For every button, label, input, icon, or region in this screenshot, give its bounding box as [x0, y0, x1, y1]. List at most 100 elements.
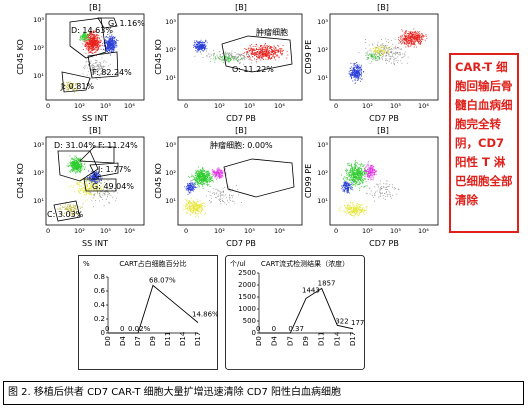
y-tick-label: 0.8	[94, 273, 105, 281]
gate-c	[53, 200, 81, 222]
chart-title: CART流式检测结果（浓度）	[261, 259, 349, 268]
gate-f-label: F: 82.24%	[92, 68, 132, 77]
y-tick-label: 0.6	[94, 287, 106, 295]
flow-panel-1: [B] D: 14.63% G: 1.16% F: 82.24% J: 0.81…	[14, 2, 154, 126]
gate-j-label: J: 0.81%	[60, 82, 94, 91]
tumor-gate	[223, 158, 295, 198]
x-axis-label: CD7 PB	[226, 114, 256, 123]
figure-caption: 图 2. 移植后供者 CD7 CAR-T 细胞大量扩增迅速清除 CD7 阳性白血…	[3, 381, 524, 405]
svg-text:10²: 10²	[317, 46, 328, 54]
plot-frame	[45, 13, 145, 101]
panel-title: [B]	[89, 126, 101, 135]
x-tick-label: D14	[179, 331, 187, 346]
svg-text:10³: 10³	[33, 141, 44, 149]
y-tick-label: 0.4	[94, 301, 106, 309]
y-tick-label: 1000	[238, 305, 256, 313]
gate-j	[89, 162, 119, 178]
y-axis-label: CD45 KO	[16, 39, 25, 75]
flow-panel-5: [B] 肿瘤细胞: 0.00% 10³ 10² 10¹ 0 10² 10³ 10⁴ CD7…	[152, 125, 303, 251]
gate-g-label: G: 49.04%	[92, 182, 134, 191]
data-label: 1857	[318, 279, 336, 287]
x-axis-label: CD7 PB	[369, 114, 399, 123]
gate-d-label: D: 14.63%	[71, 26, 113, 35]
data-label: 0	[256, 325, 260, 333]
gate-f	[79, 146, 115, 164]
x-tick-label: D4	[119, 336, 127, 346]
plot-frame	[329, 13, 439, 101]
svg-text:10¹: 10¹	[317, 74, 328, 82]
plot-frame	[177, 13, 303, 101]
cart-count-chart: 个/ul CART流式检测结果（浓度） 0 500 1000 1500 2000 2500…	[225, 255, 365, 374]
gate-o-label: O: 11.22%	[232, 65, 274, 74]
x-axis-label: CD7 PB	[226, 239, 256, 248]
gate-f-label: F: 11.24%	[98, 141, 138, 150]
x-tick-label: D9	[149, 336, 157, 346]
chart-frame	[225, 255, 365, 370]
x-axis-label: SS INT	[82, 114, 108, 123]
unit-label: 个/ul	[230, 260, 246, 268]
x-axis-label: SS INT	[82, 239, 108, 248]
flow-panel-2: [B] 肿瘤细胞 O: 11.22% 10³ 10² 10¹ 0 10² 10³ 10⁴ …	[152, 2, 303, 126]
data-label: 1443	[302, 286, 320, 294]
svg-text:10²: 10²	[33, 169, 44, 177]
svg-text:10³: 10³	[165, 18, 176, 26]
gate-d	[57, 150, 99, 182]
svg-text:10⁴: 10⁴	[274, 102, 285, 110]
svg-text:10¹: 10¹	[33, 197, 44, 205]
panel-title: [B]	[89, 3, 101, 12]
series-line	[108, 284, 199, 334]
x-axis-label: CD7 PB	[369, 239, 399, 248]
gate-g	[83, 178, 117, 192]
data-label: 0	[120, 325, 124, 333]
y-axis-label: CD45 KO	[154, 163, 163, 199]
cart-percent-chart: % CART占白细胞百分比 0 0.2 0.4 0.6 0.8 D0 D4 D7 D9 D11 D1…	[78, 255, 219, 374]
flow-panel-3: [B] 10³ 10² 10¹ 0 10² 10³ 10⁴ CD7 PB CD99 PE	[302, 2, 442, 126]
data-label: 68.07%	[149, 276, 176, 284]
plot-frame	[329, 136, 439, 226]
plot-frame	[45, 136, 145, 226]
dot-cloud	[183, 166, 242, 217]
y-tick-label: 1500	[238, 293, 256, 301]
unit-label: %	[83, 260, 90, 268]
svg-text:0: 0	[334, 102, 338, 110]
gate-g-label: G: 1.16%	[108, 19, 145, 28]
chart-frame	[78, 255, 218, 370]
x-tick-label: D11	[318, 332, 326, 346]
svg-text:10³: 10³	[33, 16, 44, 24]
gate-f	[87, 51, 119, 79]
data-label: 177	[351, 319, 364, 327]
tumor-label: 肿瘤细胞: 0.00%	[210, 140, 273, 150]
x-tick-label: D17	[194, 332, 202, 346]
svg-text:10⁴: 10⁴	[124, 227, 135, 235]
y-tick-label: 0	[101, 329, 105, 337]
y-tick-label: 2000	[238, 281, 256, 289]
svg-text:10²: 10²	[74, 102, 85, 110]
data-label: 0	[272, 325, 276, 333]
x-tick-label: D4	[271, 336, 279, 346]
x-tick-label: D17	[349, 332, 357, 346]
flow-panel-6: [B] 10³ 10² 10¹ 0 10² 10³ 10⁴ CD7 PB CD99 PE	[302, 125, 442, 251]
x-tick-label: D11	[164, 332, 172, 346]
x-tick-label: D0	[104, 336, 112, 346]
svg-text:10³: 10³	[100, 227, 111, 235]
svg-text:10³: 10³	[317, 18, 328, 26]
dot-cloud	[193, 39, 289, 65]
data-label: 14.86%	[192, 311, 218, 319]
panel-title: [B]	[377, 126, 389, 135]
svg-text:10³: 10³	[100, 102, 111, 110]
data-label: 0.02%	[128, 325, 151, 333]
data-label: 0.37	[288, 325, 304, 333]
dot-cloud	[348, 28, 428, 84]
y-tick-label: 0.2	[94, 315, 105, 323]
dot-cloud	[338, 159, 400, 218]
flow-panel-4: [B] D: 31.04% F: 11.24% J: 1.77% G: 49.0…	[14, 125, 154, 251]
series-line	[259, 287, 354, 334]
svg-text:10²: 10²	[33, 44, 44, 52]
plot-frame	[177, 136, 303, 226]
y-axis-label: CD45 KO	[16, 163, 25, 199]
svg-text:10²: 10²	[362, 102, 373, 110]
panel-title: [B]	[377, 3, 389, 12]
y-tick-label: 0	[252, 329, 256, 337]
chart-title: CART占白细胞百分比	[119, 259, 186, 268]
y-tick-label: 2500	[238, 269, 256, 277]
